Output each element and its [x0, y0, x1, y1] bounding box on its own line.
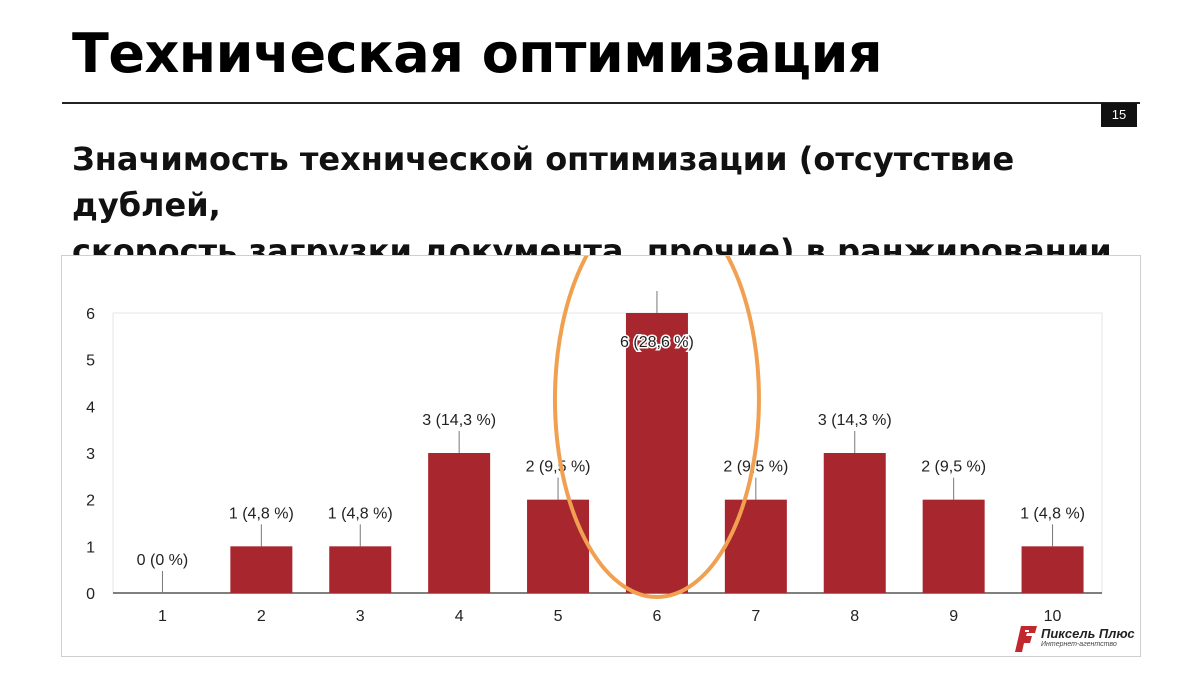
bar-5: [527, 499, 590, 593]
data-label: 2 (9,5 %): [723, 459, 788, 476]
x-tick-label: 7: [751, 608, 760, 625]
x-tick-label: 1: [158, 608, 167, 625]
data-label: 1 (4,8 %): [328, 505, 393, 522]
bar-9: [922, 499, 985, 593]
bar-2: [230, 546, 293, 593]
y-tick-label: 1: [86, 539, 95, 556]
chart-frame: 0 1 2 3 4 5 6 0 (0 %) 1 1 (4,8 %) 2 1 (4,8 %) 3 3 (14…: [61, 255, 1141, 657]
x-tick-label: 6: [652, 608, 661, 625]
data-label: 2 (9,5 %): [526, 459, 591, 476]
data-label: 3 (14,3 %): [818, 412, 892, 429]
bar-3: [329, 546, 392, 593]
data-label: 1 (4,8 %): [1020, 505, 1085, 522]
y-tick-label: 6: [86, 306, 95, 323]
slide-subtitle: Значимость технической оптимизации (отсу…: [72, 136, 1132, 274]
bar-4: [428, 453, 491, 593]
highlight-ellipse: [552, 256, 761, 599]
subtitle-line-1: Значимость технической оптимизации (отсу…: [72, 140, 1015, 224]
bar-8: [823, 453, 886, 593]
bar-7: [724, 499, 787, 593]
data-label: 6 (28,6 %): [620, 334, 694, 351]
x-tick-label: 5: [554, 608, 563, 625]
y-tick-label: 3: [86, 446, 95, 463]
data-label: 1 (4,8 %): [229, 505, 294, 522]
y-tick-label: 5: [86, 353, 95, 370]
x-tick-label: 4: [455, 608, 464, 625]
y-tick-label: 0: [86, 586, 95, 603]
bar-10: [1021, 546, 1084, 593]
slide-title: Техническая оптимизация: [72, 22, 883, 85]
x-tick-label: 3: [356, 608, 365, 625]
page-number-badge: 15: [1101, 103, 1137, 127]
x-tick-label: 9: [949, 608, 958, 625]
data-label: 2 (9,5 %): [921, 459, 986, 476]
y-tick-label: 4: [86, 399, 95, 416]
x-tick-label: 8: [850, 608, 859, 625]
logo-mark-icon: [1015, 626, 1037, 652]
y-tick-label: 2: [86, 493, 95, 510]
bar-chart: 0 1 2 3 4 5 6 0 (0 %) 1 1 (4,8 %) 2 1 (4,8 %) 3 3 (14…: [86, 256, 1103, 625]
title-divider: [62, 102, 1140, 104]
data-label: 0 (0 %): [137, 552, 189, 569]
x-tick-label: 2: [257, 608, 266, 625]
logo-tagline: Интернет-агентство: [1041, 641, 1117, 648]
data-label: 3 (14,3 %): [422, 412, 496, 429]
logo-name: Пиксель Плюс: [1041, 626, 1135, 641]
x-tick-label: 10: [1044, 608, 1062, 625]
bar-6: [625, 313, 688, 593]
company-logo: Пиксель Плюс Интернет-агентство: [1015, 624, 1140, 654]
